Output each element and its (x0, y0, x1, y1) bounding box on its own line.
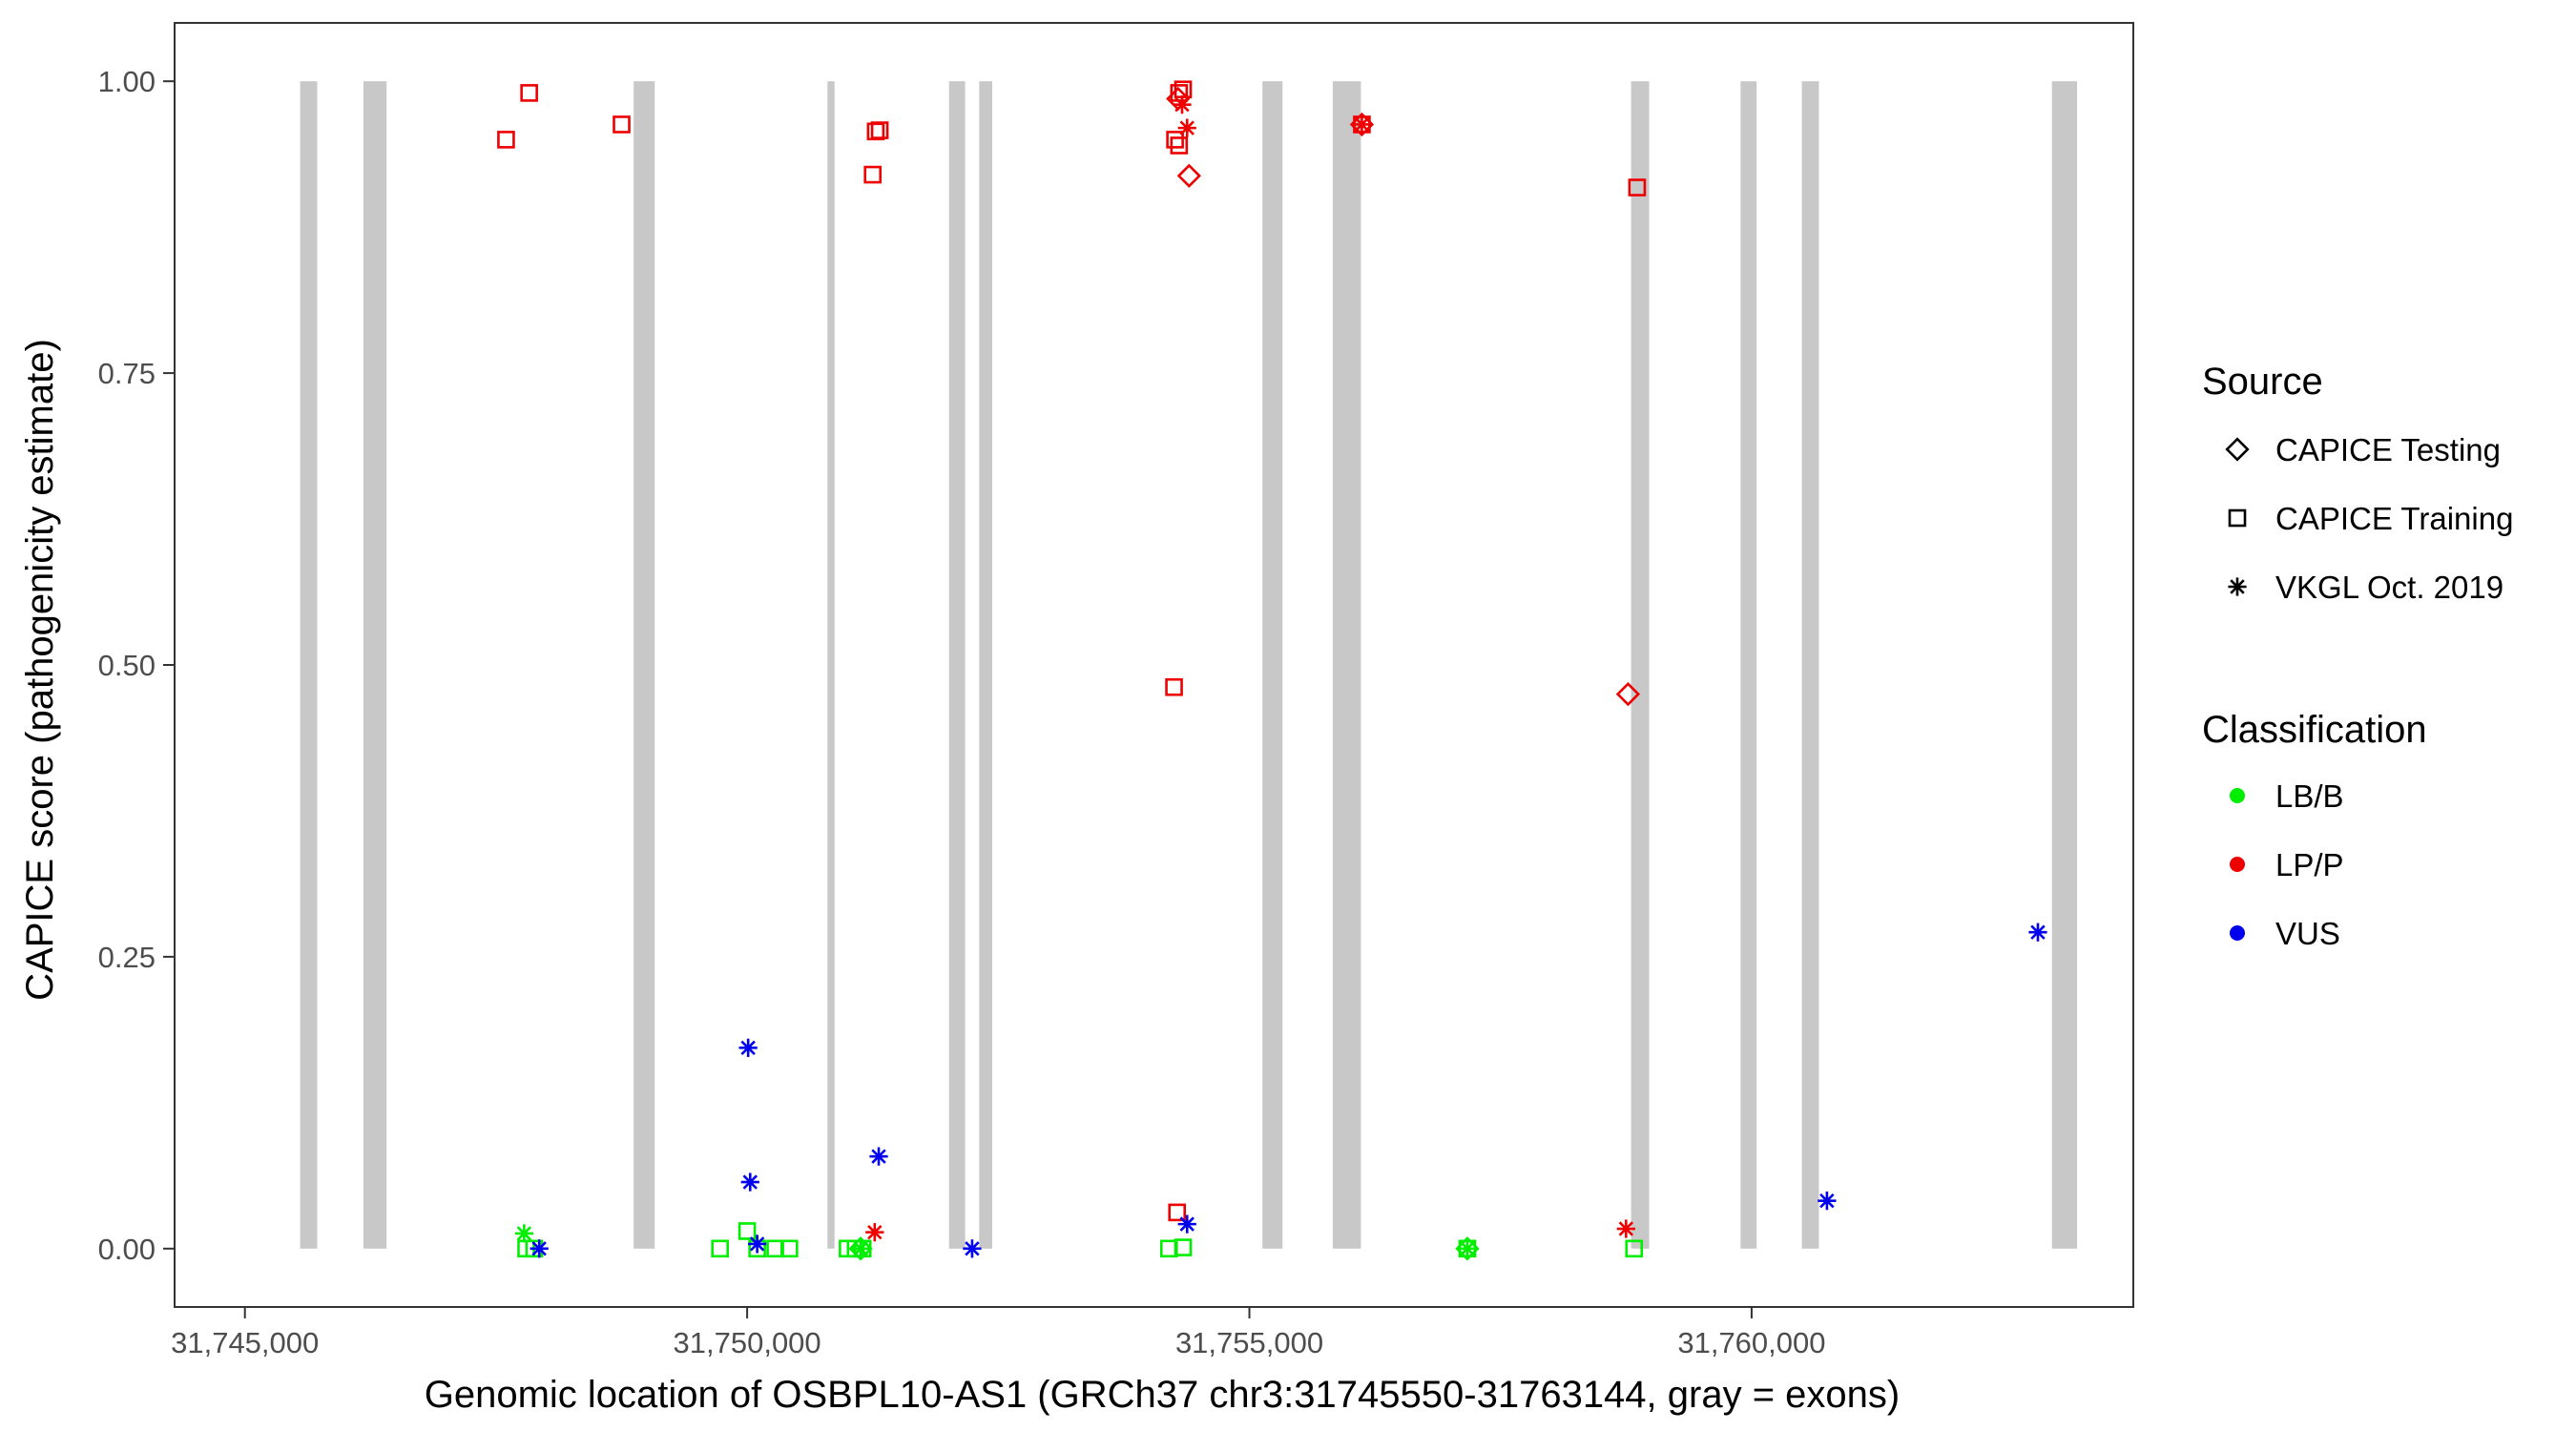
exon-11 (1801, 81, 1819, 1249)
legend-class-items: LB/B LP/P VUS (2230, 778, 2344, 951)
legend: Source CAPICE Testing CAPICE Training VKGL… (2202, 361, 2513, 951)
point-vkgl-oct-2019-lp-p (1177, 118, 1196, 137)
point-capice-training-lp-p (1166, 131, 1184, 149)
point-vkgl-oct-2019-lp-p (865, 1223, 884, 1242)
point-capice-training-lp-p (1168, 1203, 1187, 1222)
point-capice-training-lb-b (1174, 1238, 1193, 1256)
point-capice-testing-lp-p (1349, 112, 1375, 137)
x-tick-label: 31,760,000 (1677, 1326, 1825, 1359)
legend-source-title: Source (2202, 361, 2323, 403)
point-capice-testing-lp-p (1176, 163, 1201, 188)
y-axis-label: CAPICE score (pathogenicity estimate) (19, 339, 61, 1001)
point-capice-testing-lb-b (1455, 1236, 1480, 1261)
x-tick-label: 31,745,000 (171, 1326, 319, 1359)
point-vkgl-oct-2019-lb-b (851, 1239, 870, 1258)
y-tick-label: 1.00 (98, 65, 156, 98)
exon-7 (1262, 81, 1283, 1249)
exon-2 (363, 81, 387, 1249)
legend-source-label: CAPICE Training (2275, 501, 2513, 536)
exon-layer (300, 81, 2078, 1249)
point-capice-training-lp-p (870, 121, 889, 139)
point-vkgl-oct-2019-lp-p (1173, 95, 1192, 114)
point-vkgl-oct-2019-vus (1177, 1214, 1196, 1234)
exon-1 (300, 81, 318, 1249)
point-vkgl-oct-2019-lp-p (1616, 1219, 1635, 1238)
x-tick-label: 31,755,000 (1175, 1326, 1323, 1359)
legend-classification-label: LP/P (2275, 847, 2344, 882)
point-capice-training-lp-p (613, 115, 631, 134)
x-axis-label: Genomic location of OSBPL10-AS1 (GRCh37 … (425, 1374, 1900, 1416)
legend-classification-title: Classification (2202, 709, 2427, 751)
legend-diamond-icon (2225, 437, 2250, 462)
y-tick-label: 0.25 (98, 941, 156, 974)
point-capice-training-lb-b (711, 1239, 729, 1258)
legend-source-label: VKGL Oct. 2019 (2275, 570, 2503, 605)
exon-12 (2051, 81, 2078, 1249)
point-vkgl-oct-2019-vus (1818, 1192, 1837, 1211)
point-capice-training-lp-p (1165, 677, 1183, 696)
y-tick-label: 0.50 (98, 649, 156, 682)
point-capice-training-lp-p (497, 131, 515, 149)
point-vkgl-oct-2019-lp-p (1352, 114, 1372, 135)
point-capice-testing-lb-b (848, 1236, 873, 1261)
point-vkgl-oct-2019-vus (869, 1147, 888, 1166)
legend-classification-label: VUS (2275, 916, 2340, 951)
point-capice-training-lp-p (520, 84, 538, 102)
legend-classification-label: LB/B (2275, 778, 2344, 814)
exon-9 (1631, 81, 1650, 1249)
point-capice-training-lb-b (1625, 1239, 1644, 1258)
legend-dot-icon (2230, 788, 2245, 803)
legend-dot-icon (2230, 857, 2245, 872)
y-tick-label: 0.75 (98, 357, 156, 390)
exon-10 (1740, 81, 1757, 1249)
point-vkgl-oct-2019-vus (2028, 923, 2047, 942)
point-vkgl-oct-2019-vus (740, 1172, 759, 1192)
point-capice-training-lb-b (780, 1239, 799, 1258)
exon-3 (634, 81, 655, 1249)
point-capice-training-lb-b (737, 1222, 757, 1240)
legend-source-label: CAPICE Testing (2275, 432, 2501, 467)
exon-4 (827, 81, 835, 1249)
legend-dot-icon (2230, 925, 2245, 941)
point-capice-training-lp-p (1628, 178, 1647, 197)
point-vkgl-oct-2019-vus (748, 1234, 767, 1254)
point-capice-training-lp-p (1170, 136, 1189, 155)
point-vkgl-oct-2019-lb-b (514, 1224, 533, 1243)
y-axis: 0.00 0.25 0.50 0.75 1.00 (98, 65, 175, 1266)
legend-star-icon (2228, 577, 2247, 596)
x-tick-label: 31,750,000 (674, 1326, 821, 1359)
point-layer (497, 80, 2047, 1261)
legend-source-items: CAPICE Testing CAPICE Training VKGL Oct. 2… (2225, 432, 2513, 605)
y-tick-label: 0.00 (98, 1233, 156, 1266)
point-capice-training-lp-p (863, 165, 883, 184)
point-capice-testing-lp-p (1615, 681, 1641, 707)
exon-6 (979, 81, 992, 1249)
point-vkgl-oct-2019-vus (738, 1038, 758, 1057)
point-vkgl-oct-2019-vus (963, 1239, 982, 1258)
x-axis: 31,745,000 31,750,000 31,755,000 31,760,000 (171, 1307, 1826, 1359)
exon-8 (1332, 81, 1361, 1249)
point-vkgl-oct-2019-lb-b (1458, 1239, 1477, 1258)
legend-square-icon (2228, 508, 2247, 528)
point-vkgl-oct-2019-vus (530, 1239, 549, 1258)
exon-5 (948, 81, 966, 1249)
